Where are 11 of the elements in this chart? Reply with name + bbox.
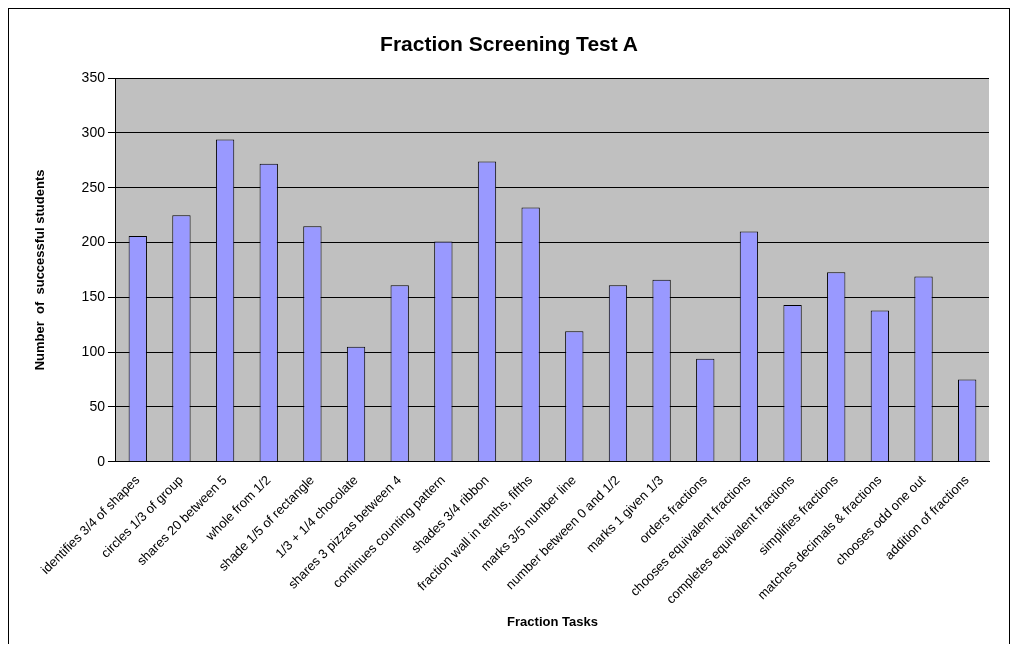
- y-tick-label: 200: [81, 233, 106, 250]
- chart-title: Fraction Screening Test A: [380, 32, 638, 56]
- y-tick-label: 100: [81, 343, 106, 359]
- y-tick-label: 350: [81, 69, 106, 86]
- y-tick-label: 0: [97, 452, 106, 469]
- y-tick-label: 250: [81, 178, 106, 195]
- y-axis-title: Number of successful students: [32, 169, 48, 371]
- x-axis-title: Fraction Tasks: [507, 613, 598, 629]
- y-tick-label: 300: [81, 123, 106, 140]
- y-tick-label: 50: [89, 397, 106, 414]
- y-tick-label: 150: [81, 288, 106, 305]
